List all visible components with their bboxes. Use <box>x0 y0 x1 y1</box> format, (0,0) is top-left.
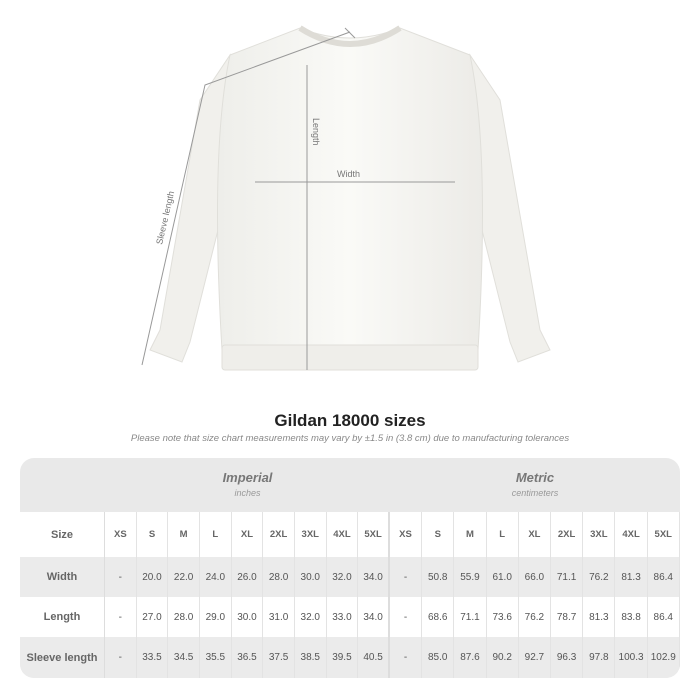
metric-cell: 81.3 <box>583 597 616 637</box>
imperial-cell: 34.0 <box>358 597 390 637</box>
metric-size-header: S <box>422 512 455 557</box>
metric-cell: 97.8 <box>583 637 616 678</box>
imperial-cell: 26.0 <box>232 557 264 597</box>
imperial-cell: 33.5 <box>137 637 169 678</box>
metric-cell: 73.6 <box>487 597 519 637</box>
metric-cell: 87.6 <box>454 637 487 678</box>
imperial-cell: 40.5 <box>358 637 390 678</box>
size-table: Imperial inches Metric centimeters Size X… <box>20 458 680 678</box>
imperial-cell: 28.0 <box>168 597 200 637</box>
metric-cell: - <box>390 597 423 637</box>
imperial-cell: 22.0 <box>168 557 200 597</box>
metric-title: Metric <box>515 470 555 485</box>
imperial-cell: 33.0 <box>327 597 359 637</box>
row-label: Width <box>20 557 105 597</box>
metric-cell: 68.6 <box>422 597 455 637</box>
metric-cell: 71.1 <box>551 557 584 597</box>
imperial-header: Imperial inches <box>105 458 390 512</box>
metric-cell: 78.7 <box>551 597 584 637</box>
imperial-size-header: 2XL <box>263 512 295 557</box>
metric-cell: 85.0 <box>422 637 455 678</box>
imperial-cell: 31.0 <box>263 597 295 637</box>
metric-cell: 102.9 <box>648 637 680 678</box>
metric-size-header: 3XL <box>583 512 616 557</box>
metric-cell: 76.2 <box>583 557 616 597</box>
metric-size-header: XL <box>519 512 551 557</box>
imperial-size-header: 3XL <box>295 512 327 557</box>
metric-cell: 71.1 <box>454 597 487 637</box>
table-row: Length -27.0 28.0 29.0 30.0 31.0 32.0 33.0 34.0-… <box>20 597 680 637</box>
imperial-size-header: 4XL <box>327 512 359 557</box>
length-label: Length <box>311 118 321 146</box>
imperial-cell: 37.5 <box>263 637 295 678</box>
table-row: Sleeve length -33.5 34.5 35.5 36.5 37.5 38.5 39… <box>20 637 680 678</box>
imperial-cell: 28.0 <box>263 557 295 597</box>
metric-cell: 66.0 <box>519 557 551 597</box>
metric-header: Metric centimeters <box>390 458 680 512</box>
measurement-lines <box>141 27 455 370</box>
tolerance-note: Please note that size chart measurements… <box>130 433 570 444</box>
row-label: Sleeve length <box>20 637 105 678</box>
imperial-cell: - <box>105 597 137 637</box>
imperial-cell: 39.5 <box>327 637 359 678</box>
imperial-cell: 20.0 <box>137 557 169 597</box>
metric-cell: 90.2 <box>487 637 519 678</box>
row-label: Length <box>20 597 105 637</box>
imperial-cell: - <box>105 557 137 597</box>
metric-cell: 50.8 <box>422 557 455 597</box>
metric-unit: centimeters <box>511 488 559 498</box>
metric-size-header: 5XL <box>648 512 680 557</box>
imperial-cell: 29.0 <box>200 597 232 637</box>
metric-size-header: 4XL <box>615 512 648 557</box>
imperial-cell: - <box>105 637 137 678</box>
imperial-title: Imperial <box>222 470 273 485</box>
imperial-cell: 24.0 <box>200 557 232 597</box>
imperial-cell: 36.5 <box>232 637 264 678</box>
metric-cell: 86.4 <box>648 597 680 637</box>
imperial-size-header: XS <box>105 512 137 557</box>
metric-cell: - <box>390 637 423 678</box>
metric-cell: 92.7 <box>519 637 551 678</box>
sweatshirt <box>149 25 551 371</box>
imperial-cell: 34.0 <box>358 557 390 597</box>
metric-cell: 96.3 <box>551 637 584 678</box>
imperial-size-header: M <box>168 512 200 557</box>
imperial-size-header: XL <box>232 512 264 557</box>
sweatshirt-diagram: Length Width Sleeve length <box>141 25 551 371</box>
metric-size-header: L <box>487 512 519 557</box>
imperial-cell: 32.0 <box>327 557 359 597</box>
metric-size-header: 2XL <box>551 512 584 557</box>
size-header-row: Size XS S M L XL 2XL 3XL 4XL 5XL XS S M L XL 2XL 3XL 4XL 5… <box>20 512 680 557</box>
metric-cell: 76.2 <box>519 597 551 637</box>
imperial-size-header: L <box>200 512 232 557</box>
metric-cell: 81.3 <box>615 557 648 597</box>
metric-cell: 55.9 <box>454 557 487 597</box>
imperial-cell: 30.0 <box>295 557 327 597</box>
metric-cell: 86.4 <box>648 557 680 597</box>
imperial-cell: 27.0 <box>137 597 169 637</box>
imperial-size-header: 5XL <box>358 512 390 557</box>
imperial-cell: 32.0 <box>295 597 327 637</box>
page-title: Gildan 18000 sizes <box>274 411 426 430</box>
row-label: Size <box>20 512 105 557</box>
metric-cell: 100.3 <box>615 637 648 678</box>
imperial-unit: inches <box>234 488 261 498</box>
sleeve-length-label: Sleeve length <box>154 190 176 245</box>
metric-size-header: XS <box>390 512 423 557</box>
imperial-cell: 34.5 <box>168 637 200 678</box>
imperial-cell: 30.0 <box>232 597 264 637</box>
metric-size-header: M <box>454 512 487 557</box>
width-label: Width <box>337 169 360 179</box>
table-row: Width -20.0 22.0 24.0 26.0 28.0 30.0 32.0 34.0-5… <box>20 557 680 597</box>
imperial-cell: 35.5 <box>200 637 232 678</box>
metric-cell: 61.0 <box>487 557 519 597</box>
metric-cell: - <box>390 557 423 597</box>
imperial-size-header: S <box>137 512 169 557</box>
imperial-cell: 38.5 <box>295 637 327 678</box>
metric-cell: 83.8 <box>615 597 648 637</box>
